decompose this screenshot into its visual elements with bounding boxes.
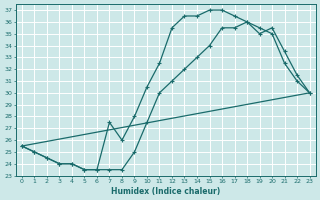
X-axis label: Humidex (Indice chaleur): Humidex (Indice chaleur) — [111, 187, 220, 196]
